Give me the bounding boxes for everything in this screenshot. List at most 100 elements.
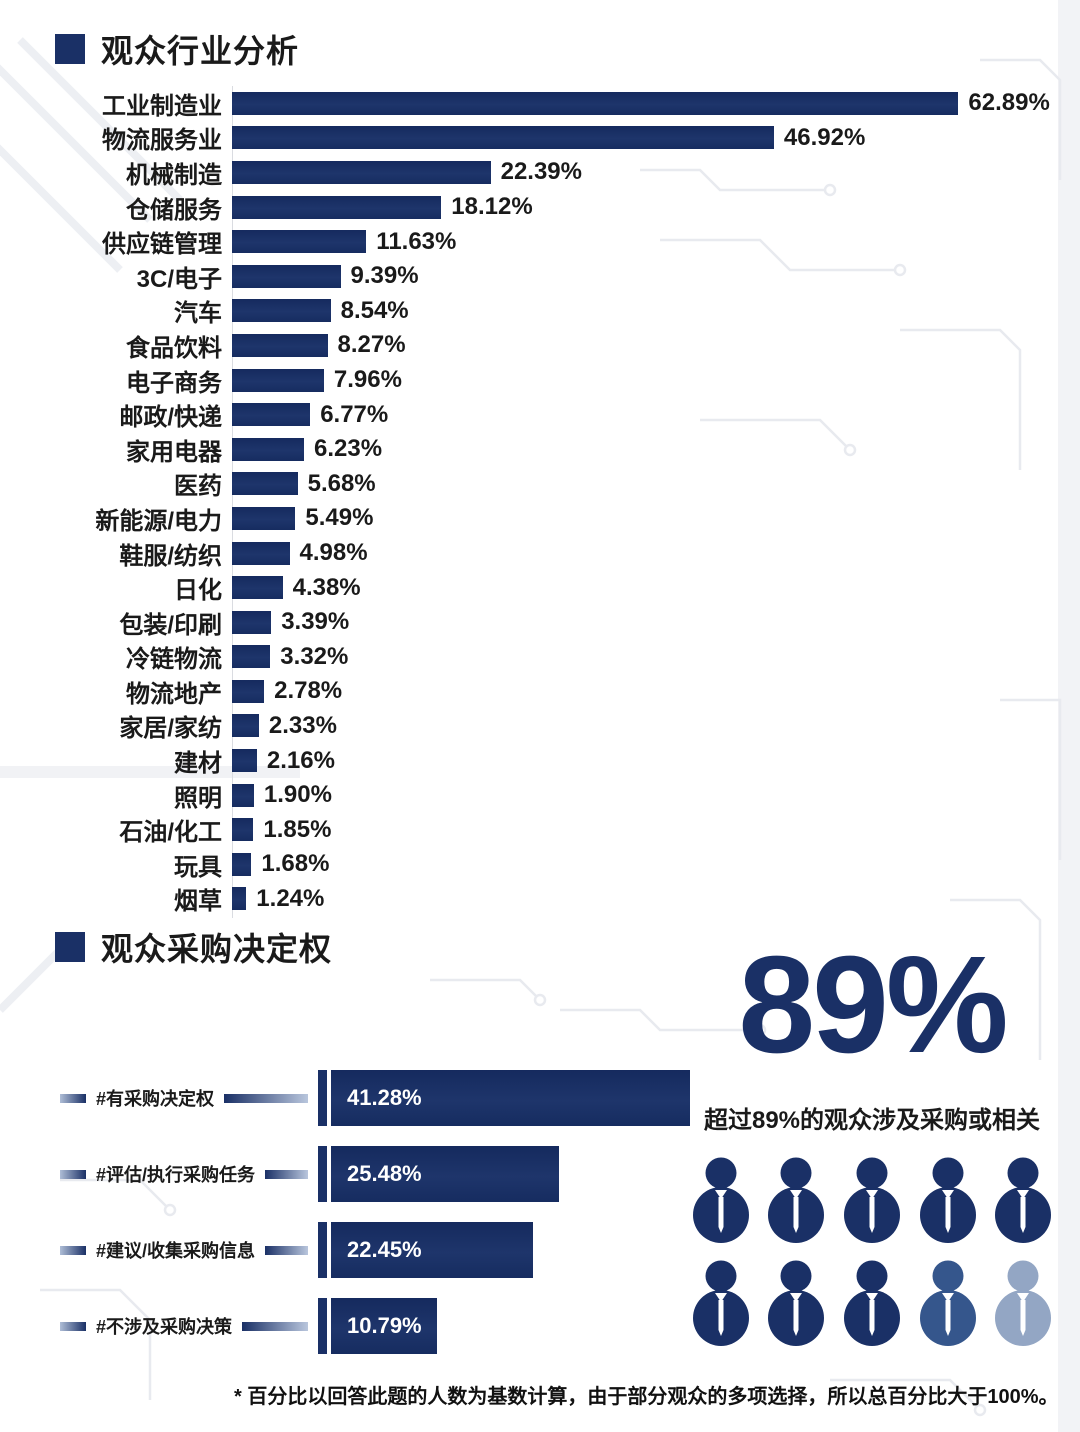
industry-bar-row: 烟草 1.24%	[0, 882, 1080, 917]
category-label: 家居/家纺	[119, 715, 222, 743]
industry-bar-row: 食品饮料 8.27%	[0, 328, 1080, 363]
bar: 22.45%	[331, 1222, 534, 1278]
industry-bar-row: 电子商务 7.96%	[0, 363, 1080, 398]
category-label: 包装/印刷	[119, 611, 222, 639]
category-label: 医药	[174, 473, 222, 501]
highlight-percentage: 89%	[738, 928, 1008, 1082]
purchase-bar-row: #有采购决定权 41.28%	[60, 1060, 700, 1136]
footnote: * 百分比以回答此题的人数为基数计算，由于部分观众的多项选择，所以总百分比大于1…	[234, 1386, 1059, 1408]
industry-bar-row: 建材 2.16%	[0, 743, 1080, 778]
chart-axis-line	[232, 86, 233, 918]
leading-dash-icon	[60, 1093, 86, 1103]
value-label: 9.39%	[350, 262, 419, 290]
purchase-bar-row: #建议/收集采购信息 22.45%	[60, 1212, 700, 1288]
leading-dash-icon	[60, 1321, 86, 1331]
bar	[232, 437, 304, 461]
bar	[232, 783, 254, 807]
category-label: #有采购决定权	[96, 1089, 215, 1109]
value-label: 11.63%	[376, 227, 457, 255]
industry-bar-row: 照明 1.90%	[0, 778, 1080, 813]
category-label: 3C/电子	[136, 265, 222, 293]
value-label: 5.68%	[307, 469, 376, 497]
category-label: 食品饮料	[126, 334, 222, 362]
value-label: 2.16%	[266, 746, 335, 774]
purchase-label-group: #有采购决定权	[60, 1085, 308, 1111]
person-icon	[992, 1157, 1054, 1252]
bar	[232, 645, 271, 669]
bar	[232, 714, 259, 738]
highlight-column: 89% 超过89%的观众涉及采购或相关	[686, 936, 1058, 1355]
bar-accent-strip	[318, 1070, 327, 1126]
bar-group: 10.79%	[318, 1298, 437, 1354]
bar-group: 41.28%	[318, 1070, 690, 1126]
bar	[232, 610, 272, 634]
industry-bar-row: 机械制造 22.39%	[0, 155, 1080, 190]
industry-bar-row: 物流地产 2.78%	[0, 674, 1080, 709]
highlight-caption: 超过89%的观众涉及采购或相关	[703, 1107, 1041, 1134]
value-label: 4.98%	[299, 539, 368, 567]
industry-bar-row: 工业制造业 62.89%	[0, 86, 1080, 121]
value-label: 10.79%	[347, 1313, 422, 1338]
bar: 10.79%	[331, 1298, 437, 1354]
person-icon	[841, 1260, 903, 1355]
category-label: 物流地产	[126, 680, 222, 708]
category-label: 汽车	[174, 300, 222, 328]
bar-group: 25.48%	[318, 1146, 559, 1202]
category-label: 机械制造	[126, 161, 222, 189]
value-label: 8.54%	[340, 296, 409, 324]
category-label: 新能源/电力	[95, 507, 222, 535]
bar	[232, 195, 442, 219]
category-label: 玩具	[174, 853, 222, 881]
category-label: 电子商务	[126, 369, 222, 397]
category-label: 物流服务业	[102, 127, 222, 155]
leading-dash-icon	[60, 1245, 86, 1255]
person-icon	[690, 1260, 752, 1355]
purchase-label-group: #评估/执行采购任务	[60, 1161, 308, 1187]
category-label: 工业制造业	[102, 92, 222, 120]
section-header-industry: 观众行业分析	[55, 26, 299, 72]
bar-group: 22.45%	[318, 1222, 534, 1278]
industry-bar-row: 仓储服务 18.12%	[0, 190, 1080, 225]
bar-accent-strip	[318, 1146, 327, 1202]
industry-bar-row: 邮政/快递 6.77%	[0, 397, 1080, 432]
value-label: 6.23%	[314, 435, 383, 463]
section-title-purchase: 观众采购决定权	[101, 931, 333, 967]
value-label: 1.24%	[256, 884, 325, 912]
bar	[232, 333, 328, 357]
purchase-label-group: #不涉及采购决策	[60, 1313, 308, 1339]
value-label: 7.96%	[333, 366, 402, 394]
value-label: 1.68%	[261, 850, 330, 878]
category-label: #不涉及采购决策	[96, 1317, 233, 1337]
bar	[232, 472, 298, 496]
bar: 41.28%	[331, 1070, 690, 1126]
bar	[232, 91, 959, 115]
person-icon	[841, 1157, 903, 1252]
bar	[232, 818, 254, 842]
value-label: 18.12%	[451, 193, 533, 221]
category-label: 家用电器	[126, 438, 222, 466]
value-label: 3.39%	[281, 608, 350, 636]
category-label: #评估/执行采购任务	[96, 1165, 256, 1185]
industry-bar-row: 玩具 1.68%	[0, 847, 1080, 882]
industry-bar-row: 供应链管理 11.63%	[0, 224, 1080, 259]
leading-dash-icon	[60, 1169, 86, 1179]
industry-bar-row: 日化 4.38%	[0, 570, 1080, 605]
bar	[232, 299, 331, 323]
bar	[232, 160, 491, 184]
value-label: 2.78%	[274, 677, 343, 705]
value-label: 5.49%	[305, 504, 374, 532]
bar	[232, 264, 341, 288]
value-label: 8.27%	[337, 331, 406, 359]
value-label: 1.90%	[263, 781, 332, 809]
section-bullet-icon	[55, 932, 85, 962]
category-label: 仓储服务	[126, 196, 222, 224]
bar	[232, 506, 296, 530]
industry-bar-row: 包装/印刷 3.39%	[0, 605, 1080, 640]
category-label: 日化	[174, 577, 222, 605]
bar	[232, 368, 324, 392]
industry-bar-row: 新能源/电力 5.49%	[0, 501, 1080, 536]
industry-bar-row: 物流服务业 46.92%	[0, 121, 1080, 156]
bar	[232, 679, 265, 703]
